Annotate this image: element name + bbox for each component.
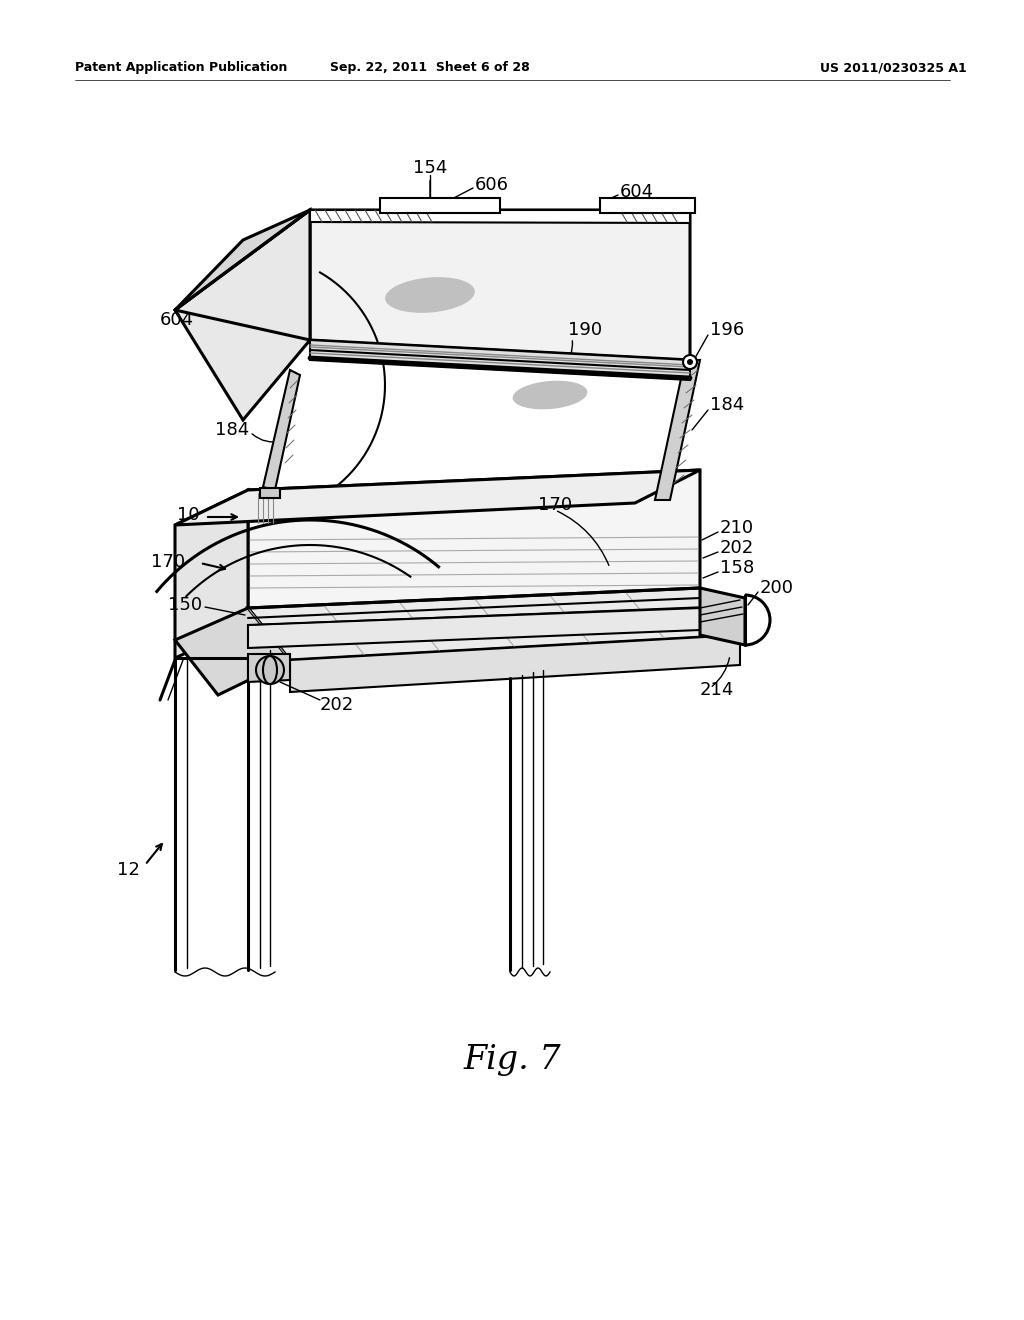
Polygon shape [700, 587, 745, 645]
Polygon shape [175, 210, 310, 310]
Text: 184: 184 [215, 421, 249, 440]
Polygon shape [310, 341, 690, 380]
Polygon shape [655, 360, 700, 500]
Polygon shape [175, 490, 248, 657]
Text: 12: 12 [117, 861, 140, 879]
Polygon shape [380, 198, 500, 213]
Polygon shape [260, 488, 280, 498]
Ellipse shape [513, 380, 588, 409]
Polygon shape [248, 587, 740, 660]
Polygon shape [248, 653, 290, 682]
Text: 210: 210 [720, 519, 754, 537]
Circle shape [256, 656, 284, 684]
Text: 202: 202 [720, 539, 755, 557]
Polygon shape [310, 210, 690, 360]
Text: 170: 170 [538, 496, 572, 513]
Polygon shape [175, 609, 290, 696]
Ellipse shape [263, 656, 278, 684]
Text: US 2011/0230325 A1: US 2011/0230325 A1 [820, 62, 967, 74]
Polygon shape [175, 210, 310, 420]
Polygon shape [248, 609, 700, 648]
Circle shape [683, 355, 697, 370]
Text: 154: 154 [413, 158, 447, 177]
Text: Fig. 7: Fig. 7 [463, 1044, 561, 1076]
Text: Patent Application Publication: Patent Application Publication [75, 62, 288, 74]
Text: 604: 604 [160, 312, 195, 329]
Text: 200: 200 [760, 579, 794, 597]
Text: 196: 196 [710, 321, 744, 339]
Polygon shape [600, 198, 695, 213]
Polygon shape [248, 470, 700, 624]
Text: 214: 214 [700, 681, 734, 700]
Text: 190: 190 [568, 321, 602, 339]
Text: 184: 184 [710, 396, 744, 414]
Text: 150: 150 [168, 597, 202, 614]
Ellipse shape [385, 277, 475, 313]
Text: 604: 604 [620, 183, 654, 201]
Text: 202: 202 [319, 696, 354, 714]
Polygon shape [175, 470, 700, 525]
Circle shape [683, 355, 697, 370]
Text: 158: 158 [720, 558, 755, 577]
Text: 10: 10 [177, 506, 200, 524]
Text: 170: 170 [151, 553, 185, 572]
Polygon shape [290, 635, 740, 692]
Text: 606: 606 [475, 176, 509, 194]
Polygon shape [310, 210, 690, 223]
Polygon shape [263, 370, 300, 490]
Text: Sep. 22, 2011  Sheet 6 of 28: Sep. 22, 2011 Sheet 6 of 28 [330, 62, 529, 74]
Circle shape [687, 359, 693, 366]
